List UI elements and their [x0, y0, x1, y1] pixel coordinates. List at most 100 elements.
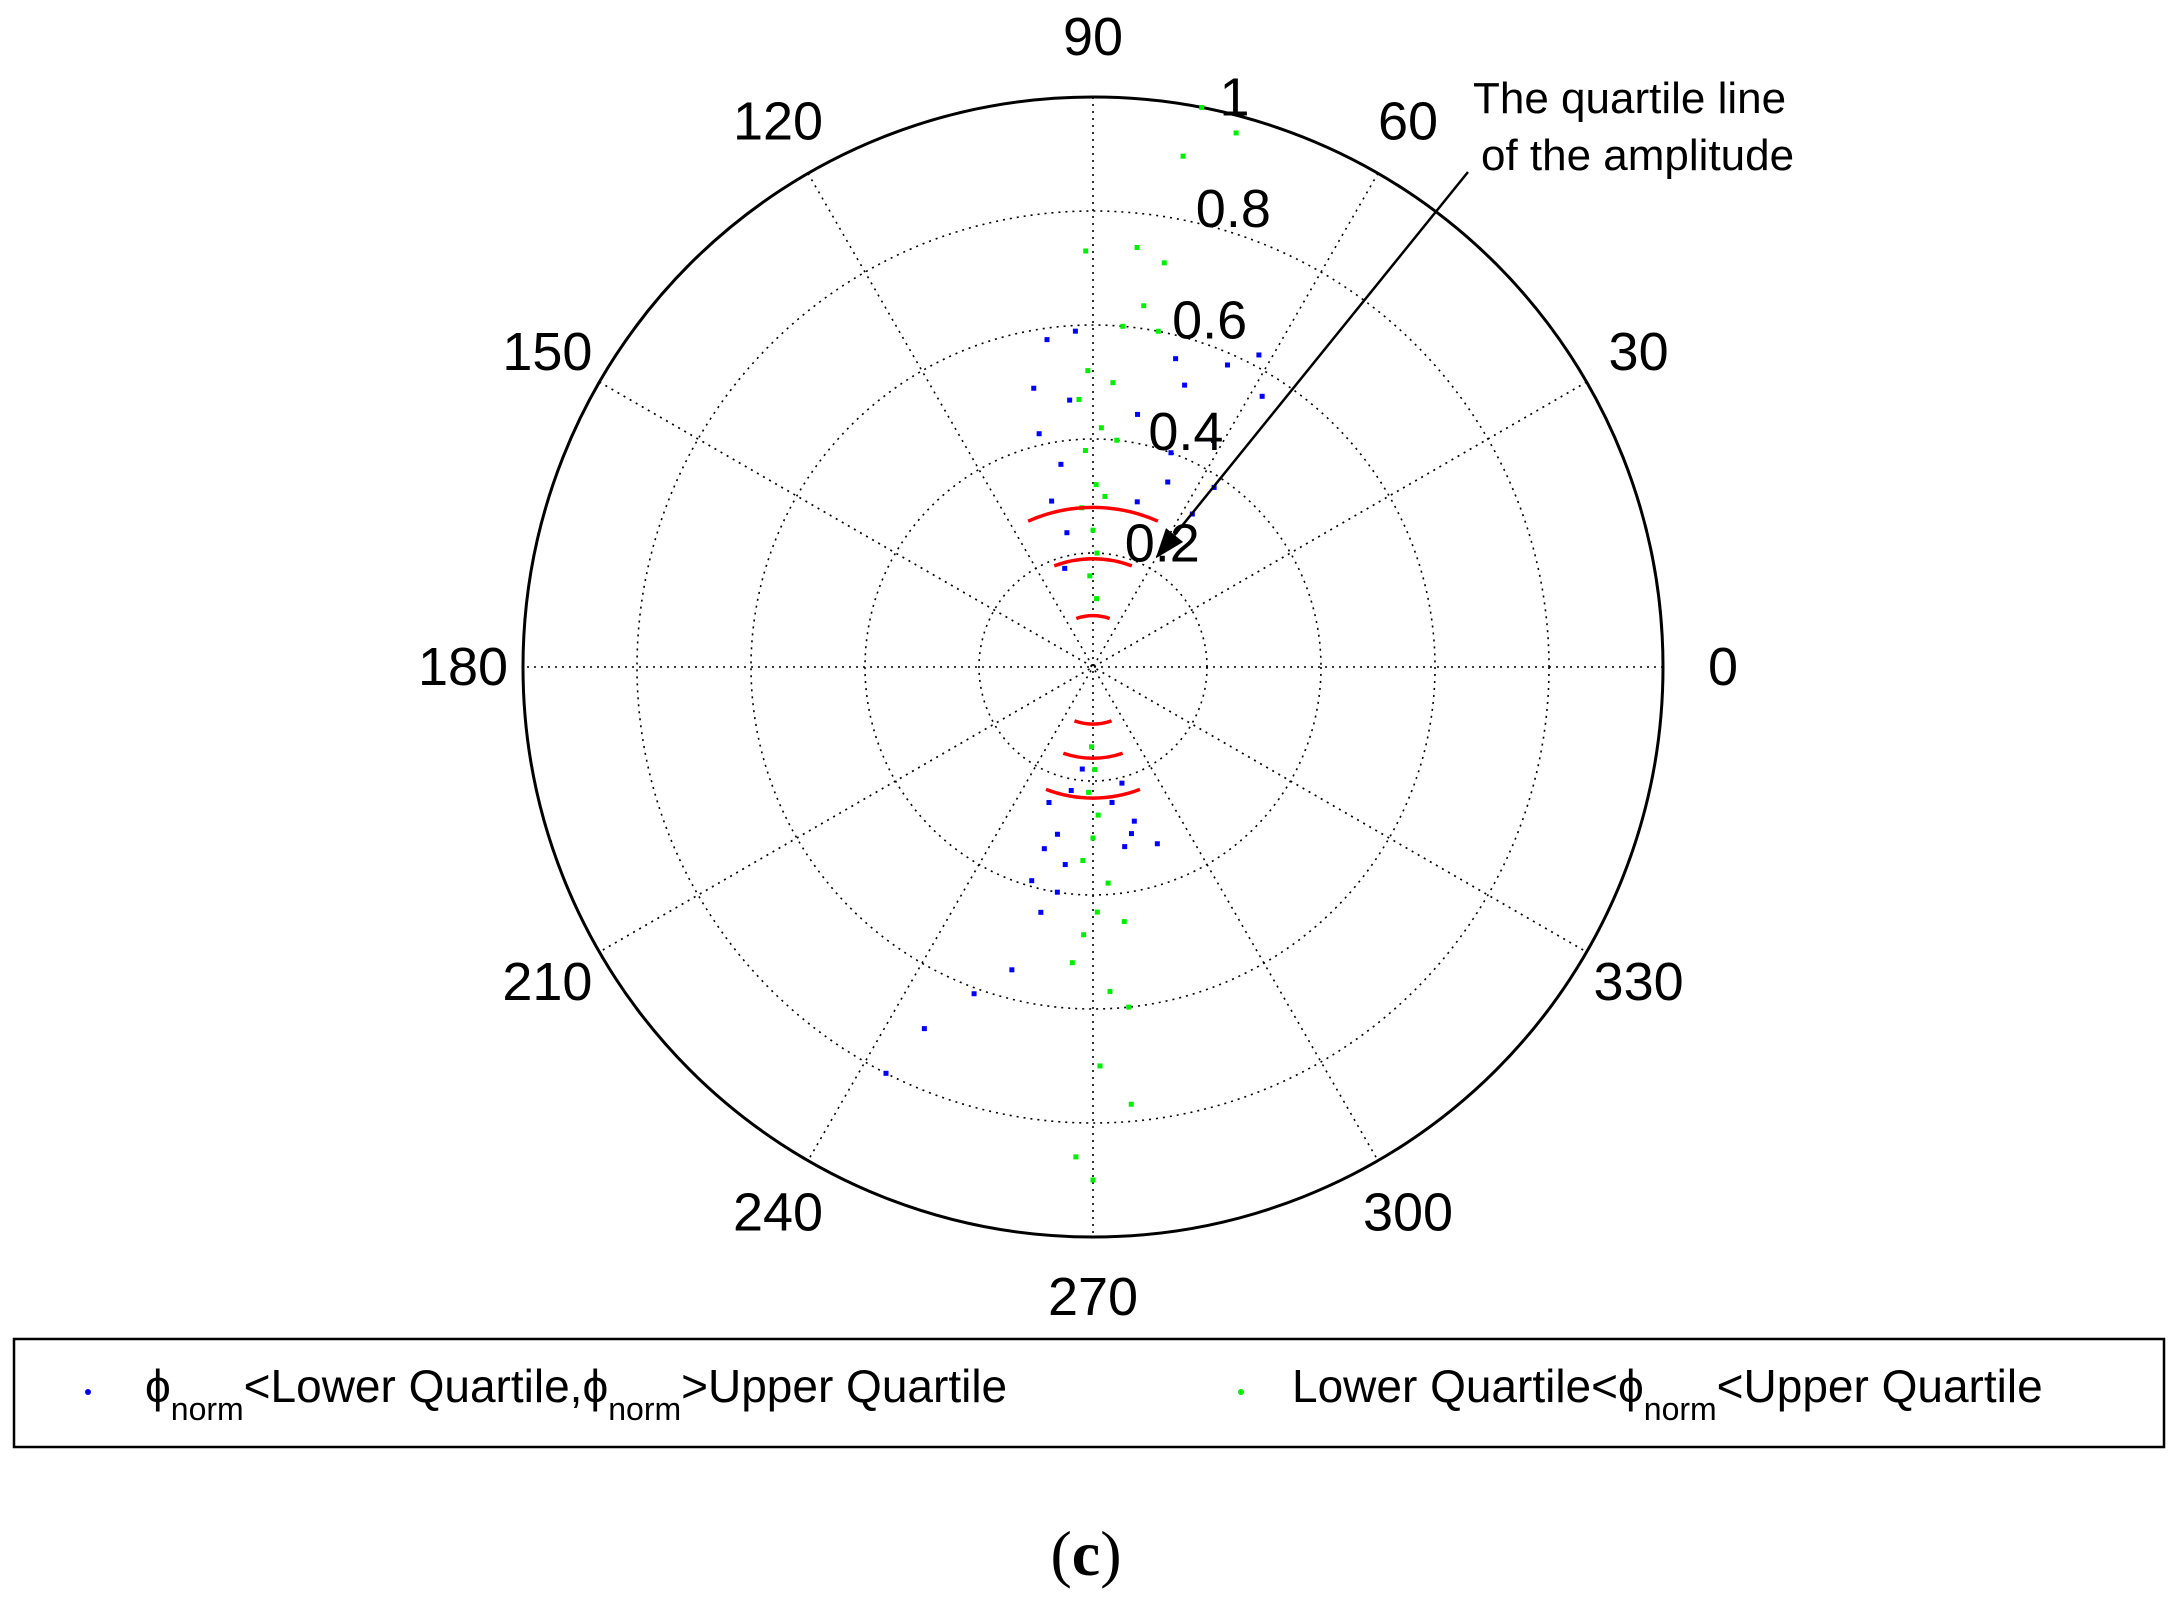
- annotation-arrow-line: [1173, 171, 1469, 536]
- outer-boundary-circle: [521, 95, 1665, 1239]
- series-1-point-24: [1128, 1101, 1134, 1107]
- series-0-point-34: [1119, 780, 1125, 786]
- angle-tick-120: 120: [733, 91, 823, 151]
- spoke-150: [598, 381, 1588, 953]
- series-1-point-14: [1114, 437, 1120, 443]
- series-0-point-0: [1044, 337, 1050, 343]
- series-1-point-38: [1121, 919, 1127, 925]
- series-0-point-3: [1058, 461, 1064, 467]
- radial-grid-circle-2: [750, 324, 1436, 1010]
- series-0-point-35: [1068, 787, 1074, 793]
- series-0-point-6: [1256, 352, 1262, 358]
- series-1-point-18: [1090, 527, 1096, 533]
- series-0-point-30: [1154, 841, 1160, 847]
- series-1-point-5: [1161, 260, 1167, 266]
- angle-tick-0: 0: [1708, 637, 1738, 697]
- series-1-point-11: [1110, 380, 1116, 386]
- spoke-60: [807, 172, 1379, 1162]
- series-1-point-8: [1155, 328, 1161, 334]
- series-0-point-2: [1036, 431, 1042, 437]
- angle-tick-150: 150: [502, 322, 592, 382]
- quartile-arc-0: [1075, 613, 1111, 621]
- series-0-point-25: [1009, 967, 1015, 973]
- series-0-point-27: [1062, 862, 1068, 868]
- radial-tick-1: 1: [1220, 67, 1250, 127]
- series-1-point-22: [1090, 1177, 1096, 1183]
- series-1-point-32: [1080, 858, 1086, 864]
- series-0-point-5: [1182, 382, 1188, 388]
- series-1-point-29: [1081, 932, 1087, 938]
- series-0-point-13: [1064, 530, 1070, 536]
- series-0-point-38: [1054, 889, 1060, 895]
- series-1-point-19: [1094, 550, 1100, 556]
- series-1-point-17: [1102, 493, 1108, 499]
- series-0-point-17: [1062, 565, 1068, 571]
- angle-tick-270: 270: [1048, 1267, 1138, 1327]
- series-1-point-2: [1180, 153, 1186, 159]
- series-1-point-25: [1097, 1063, 1103, 1069]
- series-1-point-9: [1085, 368, 1091, 374]
- series-1-point-20: [1087, 573, 1093, 579]
- angle-tick-90: 90: [1063, 7, 1123, 67]
- series-0-point-31: [1131, 818, 1137, 824]
- series-1-point-0: [1199, 104, 1205, 110]
- series-0-point-1: [1072, 328, 1078, 334]
- series-1-point-33: [1090, 835, 1096, 841]
- legend-label-outside-quartiles: ϕnorm<Lower Quartile,ϕnorm>Upper Quartil…: [145, 1360, 1007, 1427]
- quartile-arcs: [1027, 505, 1159, 800]
- series-0-point-26: [1038, 909, 1044, 915]
- series-0-point-4: [1173, 356, 1179, 362]
- angle-tick-180: 180: [418, 637, 508, 697]
- series-0-point-15: [1168, 450, 1174, 456]
- series-1-point-4: [1134, 245, 1140, 251]
- angle-tick-60: 60: [1378, 91, 1438, 151]
- series-1-point-6: [1141, 303, 1147, 309]
- series-0-point-32: [1122, 844, 1128, 850]
- quartile-annotation: The quartile line of the amplitude: [1155, 74, 1794, 559]
- series-0-point-36: [1046, 800, 1052, 806]
- series-0-point-33: [1109, 799, 1115, 805]
- radial-tick-0.4: 0.4: [1148, 402, 1223, 462]
- legend-label-inside-quartiles: Lower Quartile<ϕnorm<Upper Quartile: [1292, 1360, 2043, 1427]
- series-1-point-3: [1083, 248, 1089, 254]
- series-1-point-30: [1094, 909, 1100, 915]
- series-0-point-7: [1224, 362, 1230, 368]
- quartile-arc-4: [1062, 751, 1124, 760]
- series-0-point-37: [1079, 766, 1085, 772]
- panel-caption: (c): [1050, 1518, 1121, 1589]
- angle-spokes: [523, 97, 1663, 1237]
- annotation-line-2: of the amplitude: [1481, 131, 1794, 180]
- series-0-point-24: [971, 991, 977, 997]
- series-1-point-23: [1073, 1154, 1079, 1160]
- series-0-point-8: [1259, 393, 1265, 399]
- series-1-point-27: [1107, 988, 1113, 994]
- series-0-point-18: [1134, 499, 1140, 505]
- spoke-30: [598, 381, 1588, 953]
- quartile-arc-5: [1045, 787, 1141, 800]
- angle-tick-240: 240: [733, 1183, 823, 1243]
- angle-tick-30: 30: [1609, 322, 1669, 382]
- legend-box: [12, 1337, 2166, 1449]
- series-1-point-36: [1092, 767, 1098, 773]
- series-1-point-21: [1094, 596, 1100, 602]
- series-0-point-22: [883, 1070, 889, 1076]
- series-0-point-40: [1128, 831, 1134, 837]
- series-1-point-12: [1098, 425, 1104, 431]
- series-1-point-13: [1082, 448, 1088, 454]
- series-1-point-28: [1069, 960, 1075, 966]
- series-1-point-26: [1126, 1004, 1132, 1010]
- legend: ϕnorm<Lower Quartile,ϕnorm>Upper Quartil…: [12, 1337, 2166, 1449]
- series-1-point-34: [1095, 812, 1101, 818]
- quartile-arc-2: [1027, 505, 1159, 523]
- annotation-arrowhead: [1155, 528, 1184, 559]
- series-0-point-12: [1049, 498, 1055, 504]
- series-1-point-15: [1093, 482, 1099, 488]
- quartile-arc-1: [1053, 556, 1133, 568]
- legend-marker-green: [1238, 1389, 1244, 1395]
- angle-tick-210: 210: [502, 952, 592, 1012]
- series-0-point-14: [1135, 411, 1141, 417]
- series-1-point-1: [1233, 130, 1239, 136]
- series-1-point-31: [1105, 880, 1111, 886]
